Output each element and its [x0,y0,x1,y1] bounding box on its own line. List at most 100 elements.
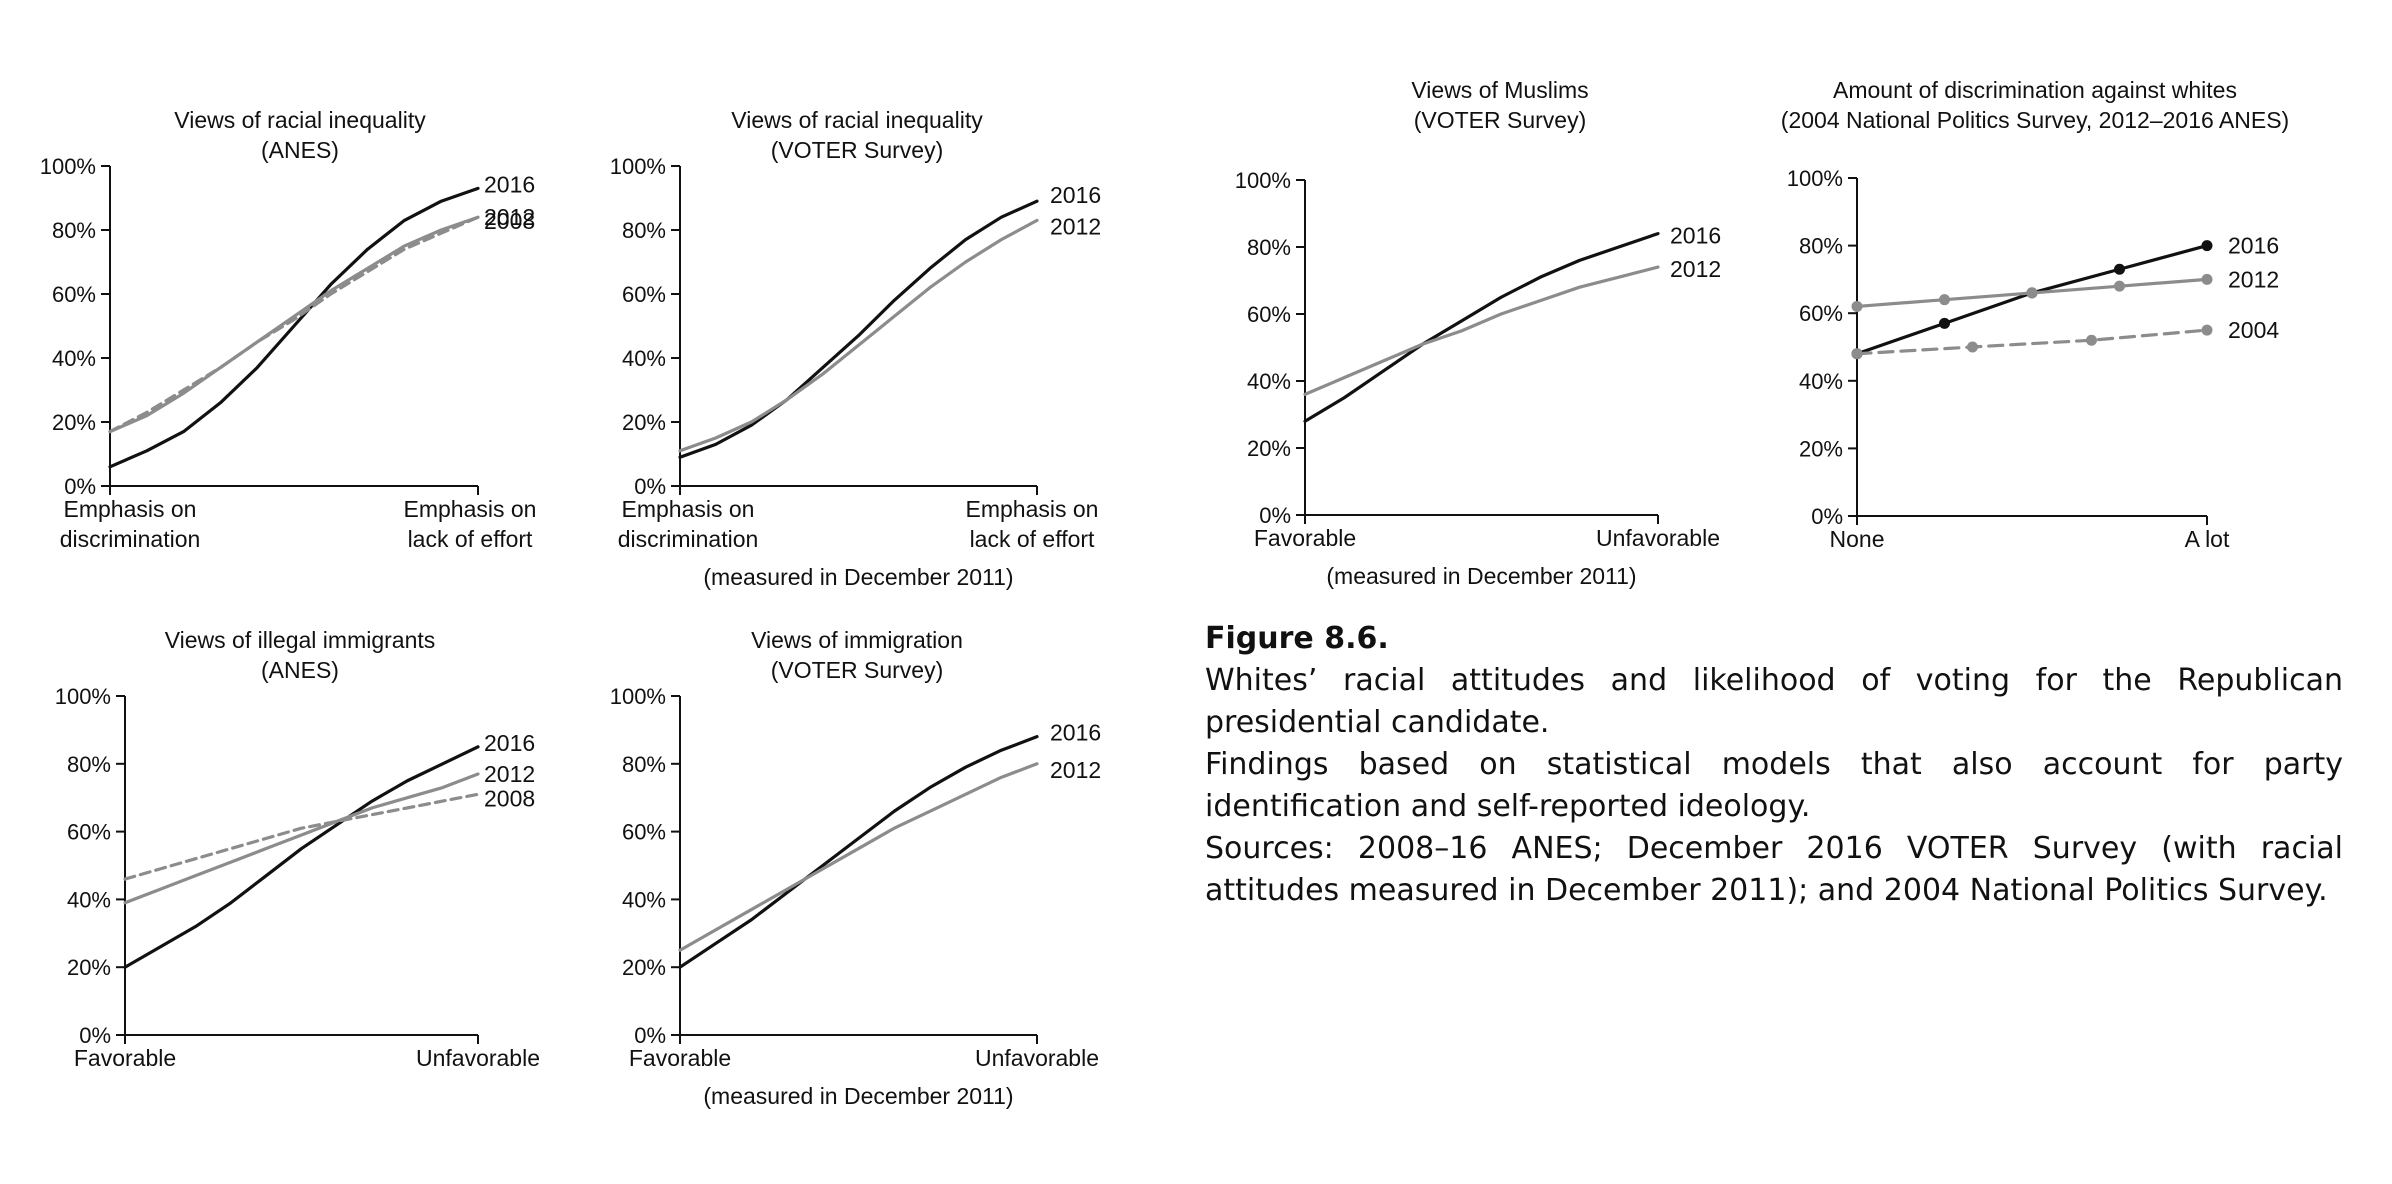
data-point-2004 [2086,334,2097,346]
y-tick-label: 60% [1799,301,1843,326]
data-point-2012 [1939,294,1950,306]
series-line-2016 [108,186,480,469]
y-tick-label: 80% [1247,235,1291,260]
y-tick-label: 0% [634,1023,666,1048]
chart-racial-inequality-voter: Views of racial inequality (VOTER Survey)… [560,100,1160,600]
y-tick-label: 100% [1235,168,1291,193]
series-line-2012 [678,218,1039,453]
x-category-label: Emphasis on [64,496,197,522]
chart-title: (ANES) [261,657,339,683]
chart-svg: Views of illegal immigrants (ANES) 0% 20% 40… [55,627,540,1070]
chart-svg: Views of racial inequality (ANES) 0% 20% 40%… [40,107,537,552]
chart-illegal-immigrants-anes: Views of illegal immigrants (ANES) 0% 20% 40… [0,620,600,1070]
series-label-2012: 2012 [484,761,535,787]
series-label-2016: 2016 [1050,720,1101,746]
y-tick-label: 100% [610,154,666,179]
chart-svg: Amount of discrimination against whites (… [1781,77,2289,552]
caption-line: Sources: 2008–16 ANES; December 2016 VOT… [1205,831,2343,908]
y-tick-label: 60% [622,282,666,307]
data-point-2012 [2201,273,2213,285]
y-tick-label: 100% [55,684,111,709]
series-label-2016: 2016 [484,171,535,197]
data-point-2016 [1939,317,1950,329]
y-tick-label: 40% [52,346,96,371]
series-label-2012: 2012 [1050,213,1101,239]
y-tick-label: 80% [67,752,111,777]
series-label-2016: 2016 [2228,233,2279,259]
chart-immigration-voter: Views of immigration (VOTER Survey) 0% 20% 4… [560,620,1160,1120]
chart-title: (VOTER Survey) [771,137,944,163]
series-line-2004 [1855,328,2209,356]
y-tick-label: 20% [1247,436,1291,461]
chart-svg: Views of racial inequality (VOTER Survey)… [610,107,1101,590]
y-tick-label: 20% [52,410,96,435]
y-tick-label: 0% [79,1023,111,1048]
chart-title: Views of immigration [751,627,963,653]
chart-title: Views of Muslims [1411,77,1588,103]
chart-svg: Views of Muslims (VOTER Survey) 0% 20% 40% 60… [1235,77,1721,589]
y-tick-label: 80% [1799,234,1843,259]
x-category-label: discrimination [60,526,201,552]
y-tick-label: 60% [622,820,666,845]
x-category-label: None [1830,526,1885,552]
chart-title: Views of racial inequality [174,107,426,133]
y-tick-label: 100% [1787,166,1843,191]
x-category-label: Emphasis on [966,496,1099,522]
series-label-2012: 2012 [2228,266,2279,292]
series-label-2016: 2016 [484,730,535,756]
series-label-2016: 2016 [1050,182,1101,208]
y-tick-label: 20% [1799,436,1843,461]
y-tick-label: 0% [634,474,666,499]
series-line-2012 [108,215,480,434]
chart-title: (VOTER Survey) [771,657,944,683]
y-tick-label: 80% [622,218,666,243]
series-line-2016 [678,199,1039,459]
chart-title: (2004 National Politics Survey, 2012–201… [1781,107,2289,133]
y-tick-label: 0% [1259,503,1291,528]
x-category-label: A lot [2185,526,2230,552]
y-tick-label: 80% [52,218,96,243]
series-line-2008 [123,792,480,881]
series-label-2004: 2004 [2228,317,2279,343]
x-category-label: discrimination [618,526,759,552]
series-label-2012: 2012 [484,204,535,230]
data-point-2012 [2026,287,2038,299]
data-point-2012 [1851,300,1863,312]
chart-title: Views of illegal immigrants [165,627,436,653]
y-tick-label: 40% [1799,369,1843,394]
chart-title: (VOTER Survey) [1414,107,1587,133]
chart-discrimination-against-whites: Amount of discrimination against whites (… [1745,70,2305,570]
chart-title: Amount of discrimination against whites [1833,77,2237,103]
series-label-2012: 2012 [1670,256,1721,282]
y-tick-label: 100% [610,684,666,709]
measurement-note: (measured in December 2011) [1326,563,1636,589]
caption-line: Whites’ racial attitudes and likelihood … [1205,663,2343,740]
figure-caption: Figure 8.6. Whites’ racial attitudes and… [1205,618,2343,912]
series-line-2016 [1303,232,1660,423]
measurement-note: (measured in December 2011) [703,1083,1013,1109]
y-tick-label: 40% [622,887,666,912]
series-line-2016 [678,735,1039,969]
x-category-label: lack of effort [970,526,1095,552]
y-tick-label: 20% [67,955,111,980]
y-tick-label: 60% [1247,302,1291,327]
chart-title: (ANES) [261,137,339,163]
chart-svg: Views of immigration (VOTER Survey) 0% 20% 4… [610,627,1101,1109]
x-category-label: Unfavorable [1596,525,1720,551]
y-tick-label: 100% [40,154,96,179]
series-line-2012 [1303,265,1660,396]
y-tick-label: 40% [622,346,666,371]
x-category-label: Unfavorable [975,1045,1099,1071]
x-category-label: Emphasis on [404,496,537,522]
measurement-note: (measured in December 2011) [703,564,1013,590]
data-point-2004 [1967,341,1978,353]
y-tick-label: 20% [622,410,666,435]
y-tick-label: 80% [622,752,666,777]
x-category-label: Unfavorable [416,1045,540,1070]
x-category-label: lack of effort [408,526,533,552]
x-category-label: Favorable [74,1045,176,1070]
chart-views-of-muslims: Views of Muslims (VOTER Survey) 0% 20% 40% 60… [1200,70,1760,610]
y-tick-label: 60% [67,820,111,845]
series-label-2016: 2016 [1670,223,1721,249]
data-point-2016 [2201,240,2213,252]
